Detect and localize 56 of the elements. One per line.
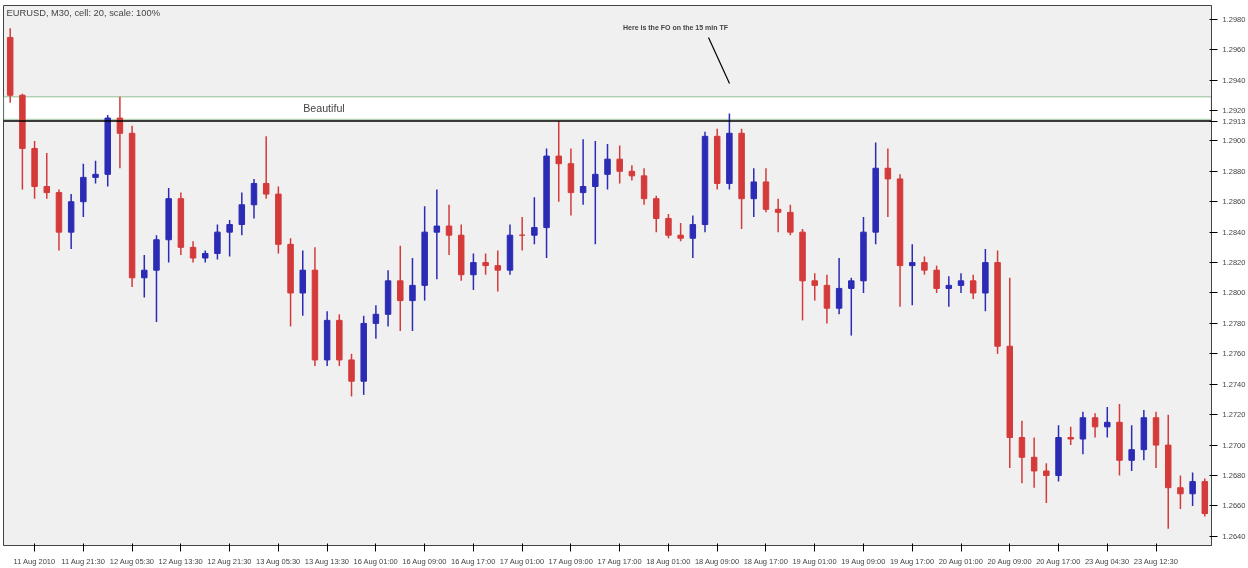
candlestick [141,254,148,299]
candlestick [299,249,306,317]
candlestick [787,204,794,236]
candlestick [1067,426,1074,446]
candlestick [445,204,453,256]
candlestick [640,167,648,206]
candlestick [470,252,477,291]
candlestick [92,159,99,185]
candlestick [1018,420,1026,484]
candlestick [689,214,697,259]
candlestick [1043,462,1050,504]
candlestick [348,353,355,398]
candlestick [494,249,502,293]
candlestick [531,196,538,246]
candlestick [482,252,489,276]
candlestick [750,167,758,218]
candlestick [1189,471,1196,507]
candlestick [823,273,831,325]
candlestick [555,120,562,203]
candlestick [835,257,843,316]
candlestick [957,272,965,294]
candlestick [604,143,611,191]
candlestick [250,178,258,220]
candlestick [409,257,416,332]
candlestick [811,272,818,302]
candlestick [969,273,977,300]
candlestick [43,152,51,200]
candlestick [884,147,892,218]
candlestick [921,255,928,276]
candlestick [397,245,404,332]
candlestick [1177,474,1184,510]
candlestick [189,240,197,264]
candlestick [226,219,233,258]
candlestick [262,135,270,200]
candlestick [848,277,855,337]
candlestick [909,243,916,306]
candlestick [592,140,599,246]
candlestick [677,222,684,243]
candlestick [1104,406,1111,439]
chart-title: EURUSD, M30, cell: 20, scale: 100% [6,7,160,18]
band-label: Beautiful [303,102,345,115]
candlestick [1091,412,1099,439]
candlestick [372,304,380,340]
candlestick [433,188,441,281]
candlestick [945,275,953,308]
candlestick [616,144,623,185]
candlestick [579,138,587,206]
candlestick [933,264,940,294]
candlestick [665,213,672,239]
candlestick [774,197,782,233]
candlestick [1030,436,1038,489]
candlestick [1079,410,1087,455]
candlestick [214,223,221,261]
candlestick [238,191,246,236]
candlestick [653,194,660,233]
candlestick [1128,424,1135,472]
